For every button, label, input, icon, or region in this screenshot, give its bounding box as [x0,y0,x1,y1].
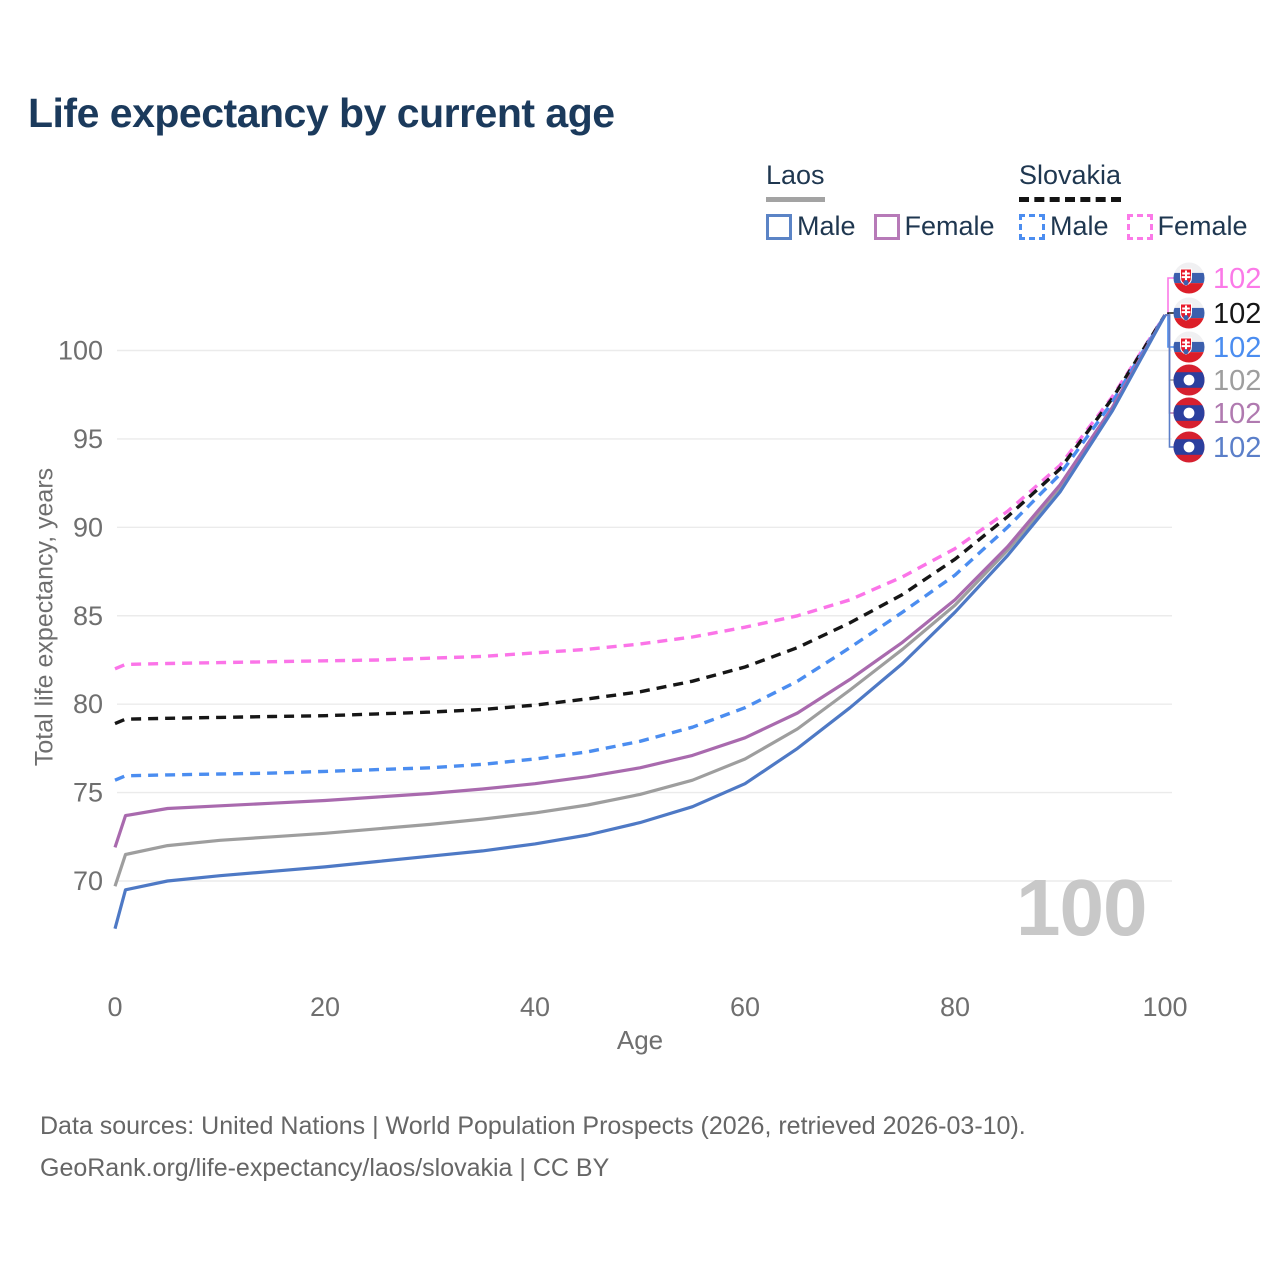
flag-stripe [1173,318,1205,329]
footer-source-line: Data sources: United Nations | World Pop… [40,1112,1026,1140]
x-axis-title: Age [617,1025,663,1055]
page-title: Life expectancy by current age [28,90,615,136]
x-tick-label-80: 80 [940,992,970,1022]
legend-label-laos-male: Male [797,211,856,241]
y-tick-label-85: 85 [73,601,103,631]
legend-item-laos-female[interactable]: Female [873,211,995,242]
series-line-laos-male[interactable] [113,314,1167,930]
legend-item-slovakia-female[interactable]: Female [1126,211,1248,242]
series-line-laos-female[interactable] [113,314,1167,848]
x-tick-label-40: 40 [520,992,550,1022]
legend-group-laos: Laos Male Female [766,160,995,242]
y-tick-label-95: 95 [73,424,103,454]
slovakia-blue-hill [1183,280,1189,286]
laos-female-checkbox-icon[interactable] [873,213,900,240]
slovakia-double-cross [1181,305,1191,318]
legend-label-slovakia-female: Female [1157,211,1248,241]
slovakia-double-cross [1181,339,1191,352]
legend-item-slovakia-male[interactable]: Male [1019,211,1109,242]
series-line-laos[interactable] [113,314,1167,887]
y-tick-label-100: 100 [58,336,103,366]
legend-label-laos-female: Female [904,211,995,241]
x-tick-label-20: 20 [310,992,340,1022]
series-line-slovakia-female[interactable] [114,314,1167,671]
legend-country-slovakia[interactable]: Slovakia [1019,160,1122,202]
legend-group-slovakia: Slovakia Male Female [1019,160,1248,242]
end-value-label-laos-male: 102 [1213,432,1261,464]
y-tick-label-90: 90 [73,512,103,542]
end-value-label-slovakia: 102 [1213,298,1261,330]
legend-item-laos-male[interactable]: Male [766,211,856,242]
end-value-label-laos: 102 [1213,365,1261,397]
flag-icon-slovakia-2[interactable] [1173,331,1205,363]
laos-flag-circle [1183,407,1195,419]
series-line-slovakia-male[interactable] [114,314,1167,782]
slovakia-female-checkbox-icon[interactable] [1126,213,1153,240]
slovakia-blue-hill [1183,349,1189,355]
flag-icon-laos-5[interactable] [1173,431,1205,463]
laos-flag-circle [1183,441,1195,453]
legend-row-slovakia: Male Female [1019,211,1248,242]
x-tick-label-60: 60 [730,992,760,1022]
end-value-label-laos-female: 102 [1213,398,1261,430]
y-tick-label-70: 70 [73,866,103,896]
laos-flag-circle [1183,374,1195,386]
footer-url-line: GeoRank.org/life-expectancy/laos/slovaki… [40,1154,610,1182]
flag-icon-laos-3[interactable] [1173,364,1205,396]
x-tick-label-0: 0 [107,992,122,1022]
flag-stripe [1173,352,1205,363]
end-value-label-slovakia-male: 102 [1213,332,1261,364]
legend-country-laos[interactable]: Laos [766,160,825,202]
series-line-slovakia[interactable] [114,314,1167,726]
flag-icon-slovakia-0[interactable] [1173,262,1205,294]
slovakia-blue-hill [1183,315,1189,321]
flag-stripe [1173,262,1205,273]
slovakia-double-cross [1181,270,1191,283]
flag-icon-slovakia-1[interactable] [1173,297,1205,329]
end-marker-connector-laos-male [1165,314,1174,448]
flag-stripe [1173,283,1205,294]
legend-label-slovakia-male: Male [1050,211,1109,241]
current-age-watermark: 100 [1016,863,1147,952]
y-tick-label-75: 75 [73,778,103,808]
legend-row-laos: Male Female [766,211,995,242]
flag-stripe [1173,297,1205,308]
flag-icon-laos-4[interactable] [1173,397,1205,429]
footer: Data sources: United Nations | World Pop… [40,1105,1026,1189]
x-tick-label-100: 100 [1142,992,1187,1022]
end-value-label-slovakia-female: 102 [1213,263,1261,295]
y-tick-label-80: 80 [73,689,103,719]
slovakia-male-checkbox-icon[interactable] [1019,213,1045,240]
end-marker-connector-slovakia-female [1165,277,1174,316]
laos-male-checkbox-icon[interactable] [766,213,792,240]
flag-stripe [1173,331,1205,342]
